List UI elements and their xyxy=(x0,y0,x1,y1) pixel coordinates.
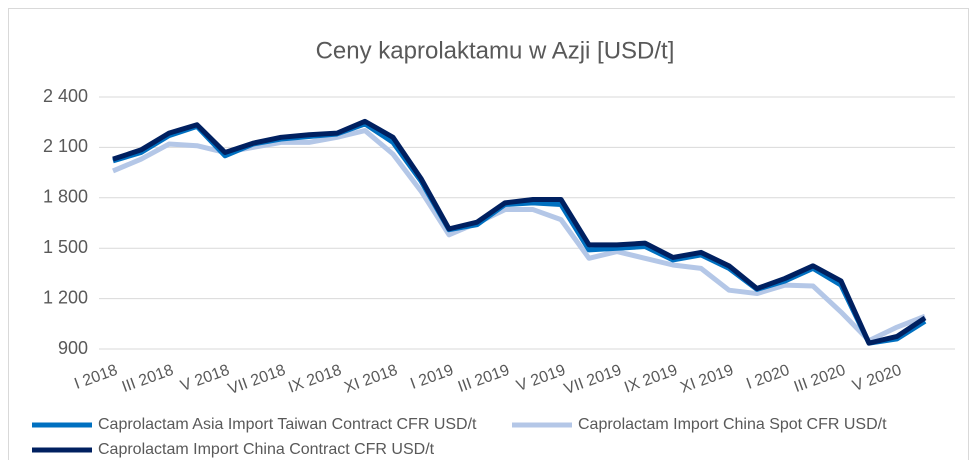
y-tick-label: 1 800 xyxy=(43,187,88,207)
series-line xyxy=(112,118,927,346)
y-tick-label: 900 xyxy=(58,338,88,358)
legend-label: Caprolactam Import China Spot CFR USD/t xyxy=(578,416,887,433)
y-tick-label: 1 500 xyxy=(43,237,88,257)
y-tick-label: 2 400 xyxy=(43,86,88,106)
legend-label: Caprolactam Asia Import Taiwan Contract … xyxy=(98,416,477,433)
legend-label: Caprolactam Import China Contract CFR US… xyxy=(98,441,435,458)
chart-title: Ceny kaprolaktamu w Azji [USD/t] xyxy=(316,37,675,64)
y-tick-label: 2 100 xyxy=(43,136,88,156)
chart-frame xyxy=(8,8,969,460)
y-tick-label: 1 200 xyxy=(43,287,88,307)
